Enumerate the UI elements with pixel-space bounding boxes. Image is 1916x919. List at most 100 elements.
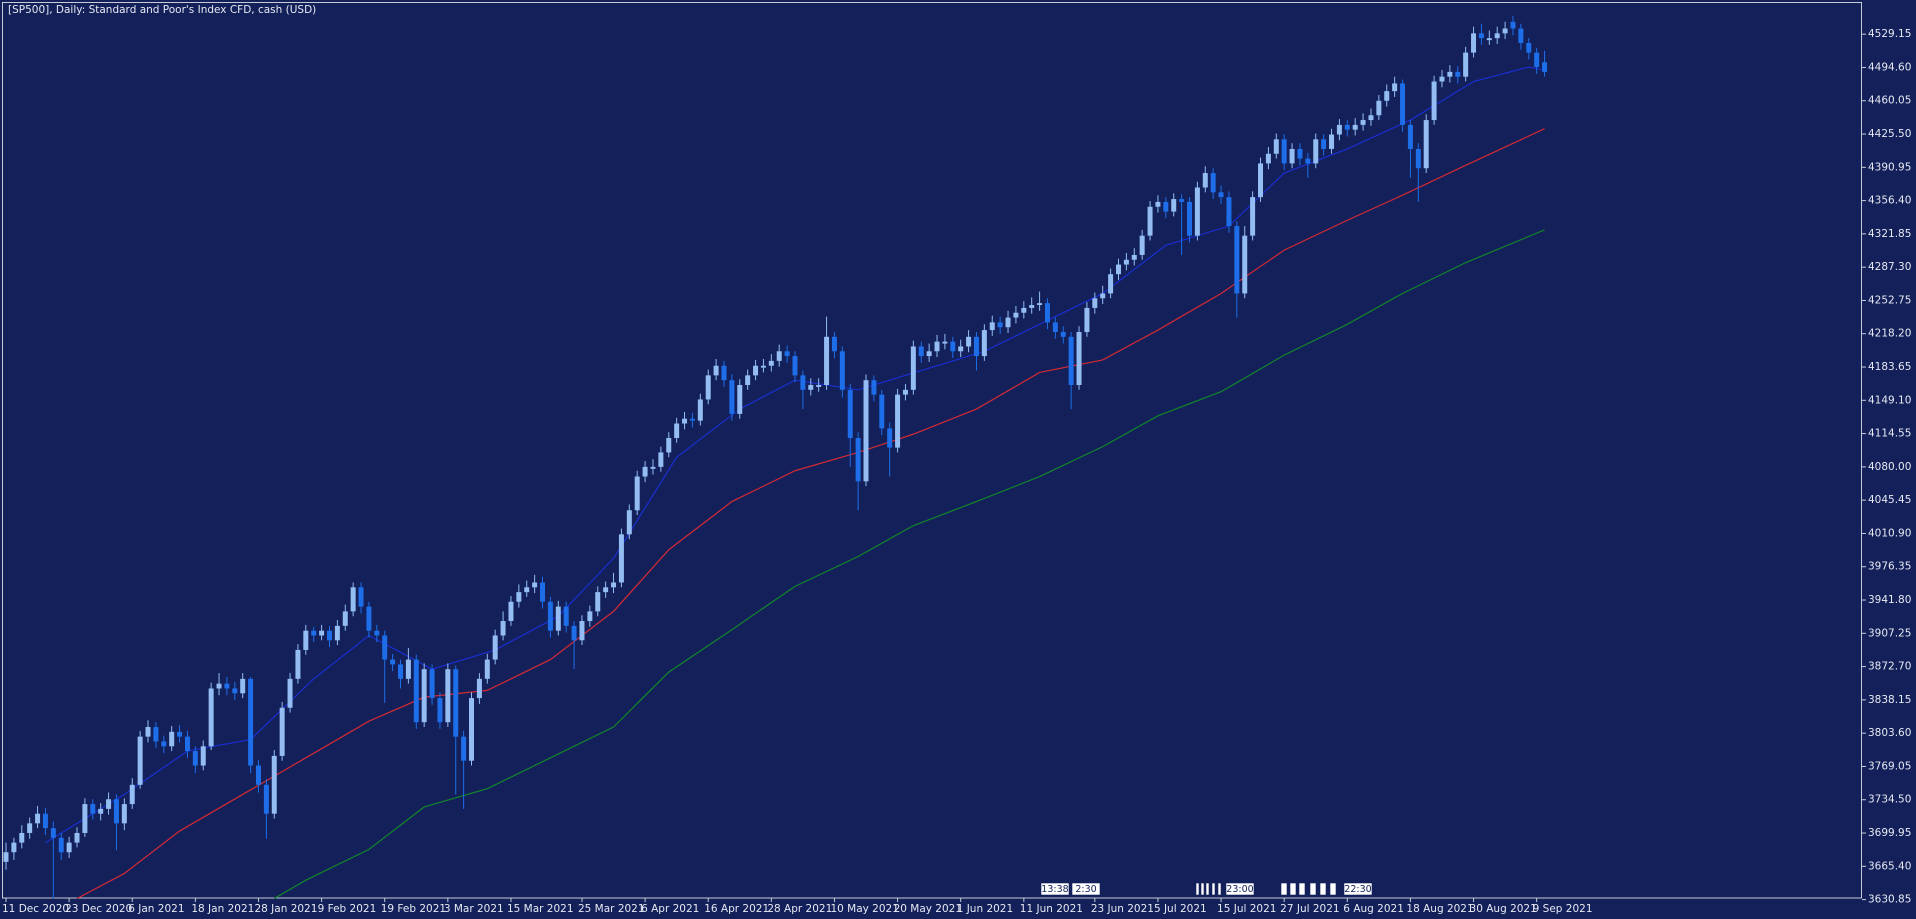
candle-body (129, 784, 135, 805)
candle-body (429, 669, 435, 699)
candle-body (42, 813, 48, 829)
candle-body (910, 346, 916, 390)
candle-body (1344, 124, 1350, 130)
candle-body (1115, 264, 1121, 275)
candle-body (1463, 52, 1469, 77)
y-tick-label: 4183.65 (1868, 361, 1911, 373)
candle-body (1155, 201, 1161, 207)
x-tick-label: 19 Feb 2021 (381, 903, 446, 915)
y-tick-label: 4321.85 (1868, 228, 1911, 240)
x-tick-label: 28 Jan 2021 (254, 903, 317, 915)
candle-body (713, 365, 719, 376)
candle-body (792, 356, 798, 376)
candle-body (524, 587, 530, 593)
candle-body (721, 365, 727, 381)
event-label: 2:30 (1075, 884, 1096, 895)
x-tick-label: 6 Aug 2021 (1343, 903, 1404, 915)
x-tick-label: 6 Jan 2021 (128, 903, 184, 915)
candle-body (1194, 187, 1200, 236)
candle-body (745, 375, 751, 385)
candle-body (1147, 206, 1153, 236)
event-box (1195, 882, 1200, 896)
y-tick-label: 4218.20 (1868, 328, 1911, 340)
candle-body (113, 799, 119, 824)
candle-body (705, 375, 711, 400)
candle-body (871, 380, 877, 395)
candle-body (1005, 317, 1011, 328)
candle-body (682, 418, 688, 424)
moving-average-line (45, 66, 1545, 844)
event-box (1071, 882, 1101, 896)
y-tick-label: 4114.55 (1868, 428, 1911, 440)
event-box (1329, 882, 1337, 896)
chart-title: [SP500], Daily: Standard and Poor's Inde… (8, 4, 316, 16)
candle-body (1139, 235, 1145, 255)
y-tick-label: 3907.25 (1868, 627, 1911, 639)
y-tick-label: 4494.60 (1868, 61, 1911, 73)
candle-body (232, 688, 238, 694)
moving-average-line (273, 229, 1545, 900)
candle-body (82, 804, 88, 833)
candle-body (808, 384, 814, 390)
y-tick-label: 3838.15 (1868, 694, 1911, 706)
candle-body (855, 437, 861, 482)
candle-body (958, 346, 964, 352)
x-tick-label: 28 Apr 2021 (767, 903, 832, 915)
candle-body (334, 625, 340, 641)
candle-body (1163, 201, 1169, 212)
candle-body (177, 731, 183, 737)
candle-body (1321, 139, 1327, 149)
candle-body (895, 394, 901, 448)
candle-body (98, 808, 104, 814)
candle-body (666, 437, 672, 453)
candle-body (611, 582, 617, 588)
x-tick-label: 25 Mar 2021 (578, 903, 645, 915)
candle-body (224, 683, 230, 689)
candle-body (295, 649, 301, 679)
candle-body (697, 399, 703, 421)
candle-body (1100, 293, 1106, 299)
candle-body (248, 678, 254, 766)
indicator-lines (45, 66, 1545, 900)
x-tick-label: 10 May 2021 (830, 903, 898, 915)
y-tick-label: 3976.35 (1868, 561, 1911, 573)
candle-body (879, 394, 885, 429)
y-tick-label: 4287.30 (1868, 261, 1911, 273)
candle-body (287, 678, 293, 708)
candle-body (66, 842, 72, 853)
candle-body (540, 582, 546, 602)
x-tick-label: 18 Aug 2021 (1406, 903, 1473, 915)
candle-body (263, 784, 269, 814)
candle-body (1281, 139, 1287, 164)
candle-body (1029, 305, 1035, 308)
candle-body (658, 452, 664, 467)
candle-body (1037, 303, 1043, 306)
candle-body (1187, 201, 1192, 236)
candle-body (137, 736, 143, 785)
candle-body (1471, 33, 1477, 53)
y-tick-label: 4149.10 (1868, 394, 1911, 406)
candle-body (1384, 91, 1390, 101)
candle-body (240, 678, 246, 694)
candle-body (255, 765, 261, 785)
event-markers (1195, 882, 1337, 896)
candle-body (484, 659, 490, 679)
x-tick-label: 3 Mar 2021 (444, 903, 504, 915)
y-tick-label: 4390.95 (1868, 161, 1911, 173)
candle-body (500, 621, 506, 636)
candle-body (753, 365, 759, 376)
y-tick-label: 3665.40 (1868, 860, 1911, 872)
candle-body (350, 587, 356, 612)
candle-body (689, 418, 695, 421)
candle-body (1336, 124, 1342, 135)
candle-body (563, 606, 569, 626)
candle-body (1542, 62, 1548, 72)
candle-body (831, 336, 837, 352)
candle-body (1258, 163, 1264, 198)
x-tick-label: 5 Jul 2021 (1154, 903, 1207, 915)
x-tick-label: 6 Apr 2021 (641, 903, 699, 915)
candle-body (839, 351, 845, 390)
candle-body (768, 360, 774, 366)
candle-body (800, 375, 806, 390)
